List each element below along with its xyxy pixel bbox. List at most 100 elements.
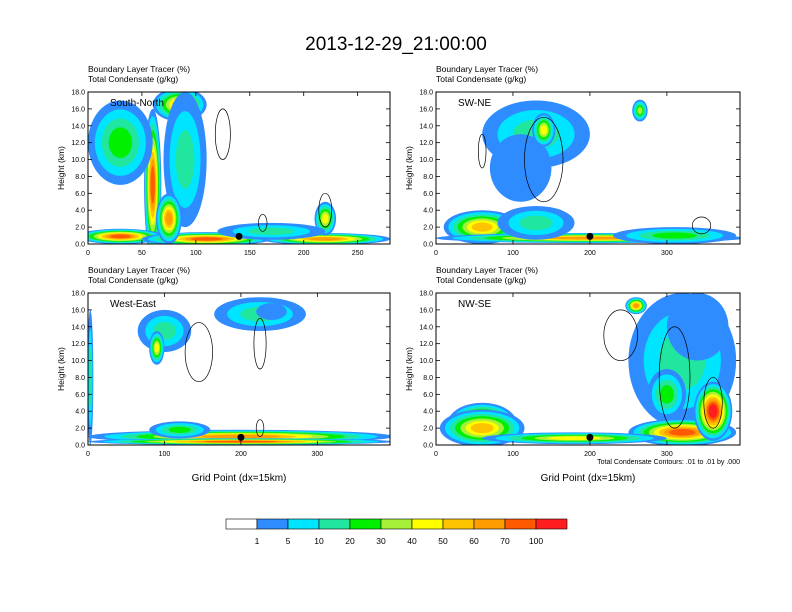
y-tick-label: 16.0 [419,307,433,314]
x-tick-label: 150 [244,250,256,257]
x-tick-label: 50 [138,250,146,257]
condensate-contour-1 [184,322,213,383]
field-blob-1-level-9 [150,166,155,204]
colorbar-box-3 [287,518,320,530]
colorbar-box-2 [256,518,289,530]
panels: 0 50 100 150 200 250 0.0 2.0 4.0 6.0 8.0 10.0 12.0 14… [56,64,741,484]
x-tick-label: 0 [434,451,438,458]
y-tick-label: 14.0 [419,324,433,331]
field-blob-3-level-9 [190,237,223,241]
condensate-contour-2 [253,317,267,370]
x-tick-label: 200 [298,250,310,257]
panel-label: South-North [110,98,164,109]
field-blob-7-level-3 [519,215,553,231]
x-tick-label: 100 [159,451,171,458]
field-blob-5-level-4 [652,232,697,239]
colorbar-label: 100 [529,536,543,546]
y-tick-label: 10.0 [71,358,85,365]
condensate-contours [214,108,333,232]
subtitle-condensate: Total Condensate (g/kg) [436,275,526,285]
y-tick-label: 18.0 [71,291,85,298]
y-tick-label: 6.0 [423,392,433,399]
y-tick-label: 2.0 [75,225,85,232]
plot-frame [87,91,391,245]
subtitle-tracer: Boundary Layer Tracer (%) [436,265,538,275]
y-tick-label: 6.0 [75,392,85,399]
condensate-contour-3 [318,192,333,228]
field-blob-4-level-8 [308,237,342,241]
y-tick-label: 8.0 [423,375,433,382]
y-tick-label: 0.0 [423,242,433,249]
y-axis-label: Height (km) [404,347,414,391]
y-tick-label: 2.0 [75,426,85,433]
y-tick-label: 6.0 [75,191,85,198]
colorbar-label: 40 [407,536,417,546]
condensate-contour-2 [658,326,691,429]
y-tick-label: 18.0 [419,90,433,97]
colorbar-label: 10 [314,536,324,546]
field-blob-9-level-4 [659,385,674,404]
subtitle-condensate: Total Condensate (g/kg) [88,74,178,84]
field-blob-8-level-8 [633,303,639,308]
tracer-field [88,92,390,244]
colorbar-box-7 [411,518,444,530]
x-tick-label: 0 [86,451,90,458]
y-tick-label: 12.0 [71,140,85,147]
field-blob-2-level-1 [489,134,552,202]
condensate-contour-1 [477,133,487,169]
colorbar-box-9 [473,518,506,530]
x-tick-label: 300 [661,451,673,458]
panel-label: SW-NE [458,98,491,109]
y-tick-label: 16.0 [71,307,85,314]
colorbar-label: 1 [255,536,260,546]
y-tick-label: 4.0 [423,409,433,416]
y-tick-label: 14.0 [71,324,85,331]
field-blob-6-level-4 [108,127,133,158]
y-axis-label: Height (km) [404,146,414,190]
colorbar-box-6 [380,518,413,530]
colorbar-box-4 [318,518,351,530]
x-tick-label: 100 [507,451,519,458]
colorbar-label: 60 [469,536,479,546]
y-tick-label: 4.0 [423,208,433,215]
field-blob-8-level-6 [540,125,548,135]
plot-frame [435,91,741,245]
x-tick-label: 100 [190,250,202,257]
x-tick-label: 200 [235,451,247,458]
field-blob-6-level-5 [637,107,643,115]
plot-frame [435,292,741,446]
field-blob-6-level-10 [708,404,718,419]
colorbar-label: 20 [345,536,355,546]
y-tick-label: 18.0 [71,90,85,97]
colorbar-label: 50 [438,536,448,546]
panel-label: West-East [110,299,156,310]
contour-footnote: Total Condensate Contours: .01 to .01 by… [597,459,740,466]
subtitle-condensate: Total Condensate (g/kg) [436,74,526,84]
x-tick-label: 200 [584,250,596,257]
field-blob-5-level-4 [168,426,191,433]
y-tick-label: 10.0 [419,157,433,164]
y-tick-label: 0.0 [75,242,85,249]
x-axis-label: Grid Point (dx=15km) [192,473,287,484]
y-tick-label: 12.0 [419,140,433,147]
y-axis-label: Height (km) [56,347,66,391]
y-axis-label: Height (km) [56,146,66,190]
y-tick-label: 12.0 [71,341,85,348]
field-blob-3-level-7 [471,222,493,232]
subtitle-condensate: Total Condensate (g/kg) [88,275,178,285]
y-tick-label: 16.0 [419,106,433,113]
x-tick-label: 300 [312,451,324,458]
location-marker [235,232,243,240]
y-tick-label: 10.0 [71,157,85,164]
subtitle-tracer: Boundary Layer Tracer (%) [88,64,190,74]
y-tick-label: 2.0 [423,225,433,232]
condensate-contour-1 [214,108,231,160]
field-blob-8-level-8 [165,212,173,226]
condensate-contour-2 [258,214,268,232]
y-tick-label: 0.0 [423,443,433,450]
field-blob-8-level-1 [256,303,287,321]
panel-1: 0 50 100 150 200 250 0.0 2.0 4.0 6.0 8.0 10.0 12.0 14… [56,64,391,257]
panel-2: 0 100 200 300 0.0 2.0 4.0 6.0 8.0 10.0 12.0 14.0 16.… [404,64,741,257]
x-tick-label: 0 [86,250,90,257]
